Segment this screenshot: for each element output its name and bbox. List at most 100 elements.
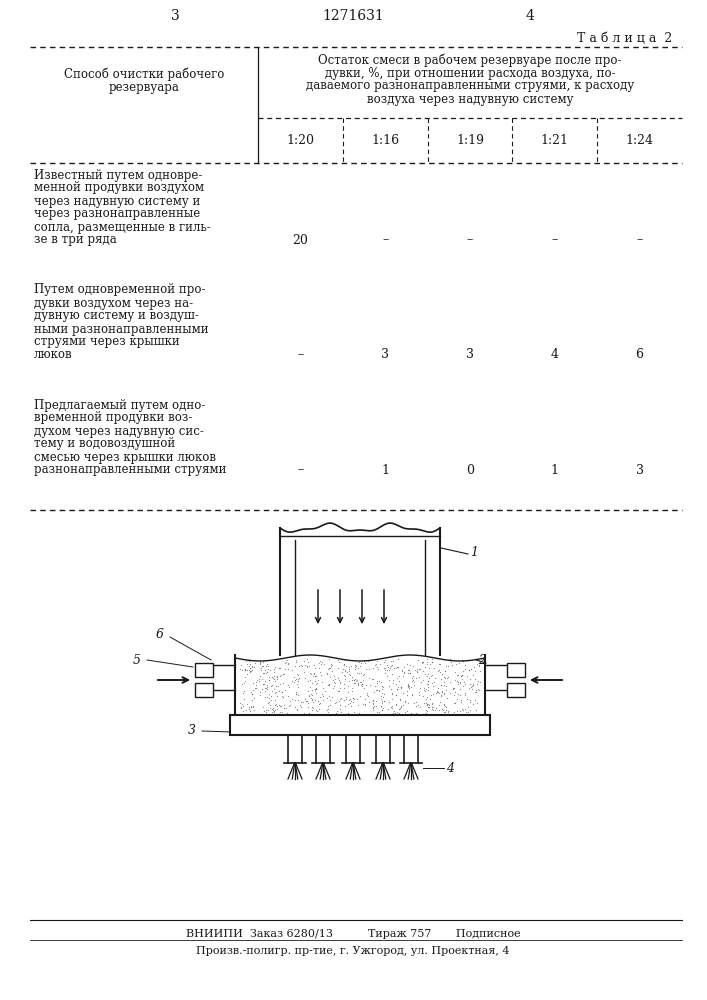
Text: 4: 4	[551, 349, 559, 361]
Point	[263, 669, 274, 685]
Point	[379, 662, 390, 678]
Point	[241, 666, 252, 682]
Point	[439, 663, 450, 679]
Point	[380, 652, 391, 668]
Point	[325, 658, 337, 674]
Point	[398, 664, 409, 680]
Point	[347, 694, 358, 710]
Point	[426, 687, 437, 703]
Point	[315, 664, 326, 680]
Point	[327, 689, 338, 705]
Point	[247, 686, 258, 702]
Point	[327, 657, 338, 673]
Point	[459, 676, 470, 692]
Point	[322, 661, 334, 677]
Point	[258, 665, 269, 681]
Point	[455, 692, 467, 708]
Point	[362, 688, 373, 704]
Point	[324, 669, 335, 685]
Point	[277, 675, 288, 691]
Point	[238, 691, 249, 707]
Point	[454, 675, 465, 691]
Point	[332, 660, 344, 676]
Point	[368, 695, 379, 711]
Point	[312, 675, 323, 691]
Point	[393, 701, 404, 717]
Point	[363, 661, 374, 677]
Point	[338, 667, 349, 683]
Point	[310, 680, 322, 696]
Point	[262, 695, 274, 711]
Point	[424, 691, 436, 707]
Point	[313, 655, 325, 671]
Point	[260, 702, 271, 718]
Point	[339, 671, 351, 687]
Text: 1:19: 1:19	[456, 133, 484, 146]
Text: временной продувки воз-: временной продувки воз-	[34, 412, 192, 424]
Point	[380, 660, 391, 676]
Point	[422, 699, 433, 715]
Point	[302, 693, 313, 709]
Point	[437, 683, 448, 699]
Point	[303, 658, 315, 674]
Point	[302, 651, 313, 667]
Point	[356, 677, 367, 693]
Point	[260, 680, 271, 696]
Point	[309, 666, 320, 682]
Point	[242, 696, 253, 712]
Point	[288, 674, 300, 690]
Point	[367, 692, 378, 708]
Point	[331, 694, 342, 710]
Point	[394, 692, 405, 708]
Point	[259, 703, 270, 719]
Point	[395, 680, 407, 696]
Text: 1271631: 1271631	[322, 9, 384, 23]
Point	[404, 678, 415, 694]
Point	[464, 662, 475, 678]
Point	[440, 678, 451, 694]
Point	[459, 701, 470, 717]
Point	[387, 675, 399, 691]
Text: 4: 4	[446, 762, 454, 774]
Point	[253, 673, 264, 689]
Point	[283, 679, 294, 695]
Point	[344, 673, 355, 689]
Point	[353, 665, 364, 681]
Point	[471, 702, 482, 718]
Point	[376, 702, 387, 718]
Point	[256, 671, 267, 687]
Point	[433, 680, 444, 696]
Point	[310, 676, 322, 692]
Text: 1: 1	[381, 464, 389, 477]
Point	[267, 677, 278, 693]
Point	[376, 693, 387, 709]
Point	[456, 667, 467, 683]
Point	[322, 677, 333, 693]
Point	[426, 651, 438, 667]
Point	[447, 681, 458, 697]
Point	[317, 688, 329, 704]
Point	[312, 672, 324, 688]
Point	[327, 680, 339, 696]
Point	[342, 705, 354, 721]
Point	[352, 697, 363, 713]
Point	[344, 666, 355, 682]
Point	[368, 684, 380, 700]
Point	[353, 675, 364, 691]
Point	[433, 656, 445, 672]
Point	[264, 697, 275, 713]
Point	[462, 691, 473, 707]
Point	[435, 671, 446, 687]
Point	[248, 690, 259, 706]
Point	[326, 656, 337, 672]
Point	[261, 681, 272, 697]
Point	[274, 697, 285, 713]
Point	[332, 703, 343, 719]
Point	[341, 664, 353, 680]
Point	[455, 687, 466, 703]
Point	[398, 659, 409, 675]
Point	[427, 695, 438, 711]
Point	[422, 673, 433, 689]
Point	[257, 658, 268, 674]
Point	[457, 678, 469, 694]
